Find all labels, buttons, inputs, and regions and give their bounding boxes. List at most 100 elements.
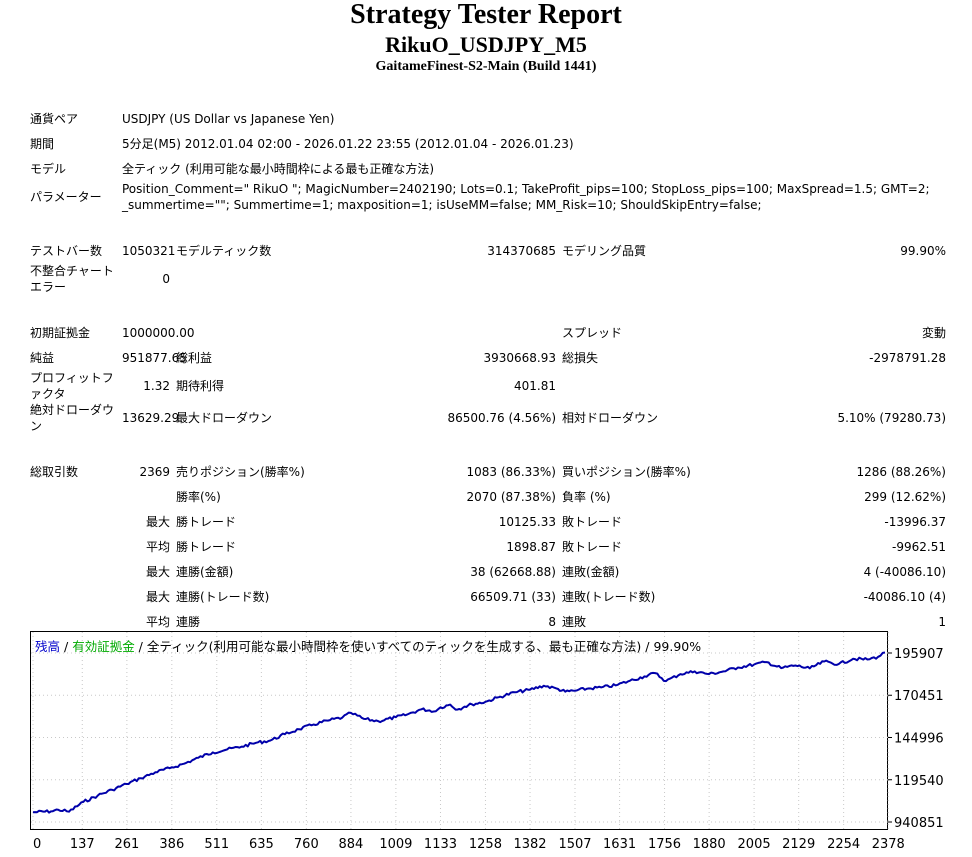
avg-consec-wins-value: 8 bbox=[548, 614, 556, 629]
ticks-label: モデルティック数 bbox=[176, 243, 272, 258]
avg-consec-wins-label: 連勝 bbox=[176, 614, 201, 629]
max-consec-loss-value: -40086.10 (4) bbox=[863, 589, 946, 604]
mismatch-value: 0 bbox=[162, 272, 170, 286]
average-loss-value: -9962.51 bbox=[892, 539, 946, 554]
quality-label: モデリング品質 bbox=[562, 243, 647, 258]
max-consec-wins-value: 38 (62668.88) bbox=[470, 564, 556, 579]
payoff-value: 401.81 bbox=[514, 379, 556, 393]
x-tick-label: 635 bbox=[249, 837, 274, 851]
plot-frame bbox=[30, 631, 888, 830]
rel-dd-label: 相対ドローダウン bbox=[562, 411, 659, 425]
spread-label: スプレッド bbox=[562, 325, 623, 340]
gross-profit-label: 総利益 bbox=[176, 350, 213, 365]
period-value: 5分足(M5) 2012.01.04 02:00 - 2026.01.22 23… bbox=[122, 136, 574, 151]
y-tick-label: 1959072 bbox=[894, 647, 944, 662]
max-label: 最大 bbox=[145, 514, 170, 529]
max-dd-label: 最大ドローダウン bbox=[176, 411, 273, 425]
bars-value: 1050321 bbox=[122, 243, 176, 258]
avg-label: 平均 bbox=[145, 539, 170, 554]
legend-balance: 残高 bbox=[35, 639, 60, 654]
max-consec-loss-label: 連敗(トレード数) bbox=[562, 589, 656, 604]
params-value: Position_Comment=" RikuO "; MagicNumber=… bbox=[122, 182, 930, 212]
y-tick-label: 940851 bbox=[894, 816, 944, 831]
legend-model: 全ティック(利用可能な最小時間枠を使いすべてのティックを生成する、最も正確な方法… bbox=[147, 639, 641, 654]
chart-legend: 残高 / 有効証拠金 / 全ティック(利用可能な最小時間枠を使いすべてのティック… bbox=[35, 639, 701, 654]
total-trades-value: 2369 bbox=[139, 464, 170, 479]
x-tick-label: 2005 bbox=[738, 837, 771, 851]
win-rate-label: 勝率(%) bbox=[176, 489, 221, 504]
long-value: 1286 (88.26%) bbox=[856, 464, 946, 479]
balance-chart: 0 137 261 386 511 635 760 884 1009 1133 1258 1382 15… bbox=[30, 631, 944, 851]
model-value: 全ティック (利用可能な最小時間枠による最も正確な方法) bbox=[122, 161, 435, 176]
x-tick-label: 2378 bbox=[872, 837, 905, 851]
rel-dd-value: 5.10% (79280.73) bbox=[837, 411, 946, 425]
spacer bbox=[30, 213, 946, 238]
quality-value: 99.90% bbox=[900, 243, 946, 258]
x-tick-label: 1382 bbox=[513, 837, 546, 851]
short-value: 1083 (86.33%) bbox=[466, 464, 556, 479]
legend-equity: 有効証拠金 bbox=[72, 639, 135, 654]
average-loss-label: 敗トレード bbox=[562, 539, 623, 554]
avg-label: 平均 bbox=[145, 614, 170, 629]
abs-dd-value: 13629.29 bbox=[122, 411, 180, 425]
symbol-value: USDJPY (US Dollar vs Japanese Yen) bbox=[122, 111, 335, 126]
x-tick-label: 386 bbox=[159, 837, 184, 851]
x-tick-label: 760 bbox=[294, 837, 319, 851]
max-consec-profit-label: 連勝(トレード数) bbox=[176, 589, 270, 604]
total-trades-label: 総取引数 bbox=[30, 464, 79, 479]
x-tick-label: 2254 bbox=[827, 837, 860, 851]
grid bbox=[31, 632, 889, 830]
pf-label: プロフィットファクタ bbox=[30, 371, 114, 401]
report-table: 通貨ペア USDJPY (US Dollar vs Japanese Yen) … bbox=[30, 106, 946, 634]
mismatch-label: 不整合チャートエラー bbox=[30, 264, 114, 294]
avg-consec-losses-label: 連敗 bbox=[562, 614, 587, 629]
max-label: 最大 bbox=[145, 564, 170, 579]
x-tick-label: 1756 bbox=[648, 837, 681, 851]
largest-loss-value: -13996.37 bbox=[884, 514, 946, 529]
deposit-value: 1000000.00 bbox=[122, 325, 195, 340]
loss-rate-value: 299 (12.62%) bbox=[864, 489, 946, 504]
average-win-value: 1898.87 bbox=[506, 539, 556, 554]
max-consec-losses-label: 連敗(金額) bbox=[562, 564, 620, 579]
balance-line bbox=[32, 651, 886, 814]
pf-value: 1.32 bbox=[143, 379, 170, 393]
max-dd-value: 86500.76 (4.56%) bbox=[447, 411, 556, 425]
max-consec-profit-value: 66509.71 (33) bbox=[470, 589, 556, 604]
x-tick-label: 511 bbox=[204, 837, 229, 851]
report-title: Strategy Tester Report bbox=[350, 0, 622, 30]
max-consec-wins-label: 連勝(金額) bbox=[176, 564, 234, 579]
period-label: 期間 bbox=[30, 136, 55, 151]
x-tick-label: 261 bbox=[114, 837, 139, 851]
gross-profit-value: 3930668.93 bbox=[483, 350, 556, 365]
report-subtitle: RikuO_USDJPY_M5 bbox=[385, 32, 587, 57]
net-label: 純益 bbox=[30, 350, 55, 365]
params-label: パラメーター bbox=[30, 190, 102, 204]
legend-separator: / bbox=[135, 639, 147, 654]
x-tick-label: 1631 bbox=[603, 837, 636, 851]
bars-label: テストバー数 bbox=[30, 243, 103, 258]
long-label: 買いポジション(勝率%) bbox=[562, 464, 691, 479]
x-tick-label: 1258 bbox=[469, 837, 502, 851]
x-tick-label: 1880 bbox=[693, 837, 726, 851]
x-tick-label: 884 bbox=[339, 837, 364, 851]
short-label: 売りポジション(勝率%) bbox=[176, 464, 305, 479]
payoff-label: 期待利得 bbox=[176, 379, 225, 393]
legend-separator: / bbox=[641, 639, 653, 654]
average-win-label: 勝トレード bbox=[176, 539, 237, 554]
max-consec-losses-value: 4 (-40086.10) bbox=[863, 564, 946, 579]
x-tick-label: 1507 bbox=[558, 837, 591, 851]
y-tick-label: 1195406 bbox=[894, 774, 944, 789]
x-tick-label: 137 bbox=[70, 837, 95, 851]
loss-rate-label: 負率 (%) bbox=[562, 489, 611, 504]
report-build: GaitameFinest-S2-Main (Build 1441) bbox=[375, 59, 597, 74]
net-value: 951877.65 bbox=[122, 350, 187, 365]
spread-value: 変動 bbox=[921, 325, 946, 340]
abs-dd-label: 絶対ドローダウン bbox=[30, 403, 115, 433]
line-layer bbox=[32, 651, 886, 814]
x-tick-label: 2129 bbox=[782, 837, 815, 851]
max-label: 最大 bbox=[145, 589, 170, 604]
win-rate-value: 2070 (87.38%) bbox=[466, 489, 556, 504]
deposit-label: 初期証拠金 bbox=[30, 325, 91, 340]
legend-quality: 99.90% bbox=[653, 639, 701, 654]
